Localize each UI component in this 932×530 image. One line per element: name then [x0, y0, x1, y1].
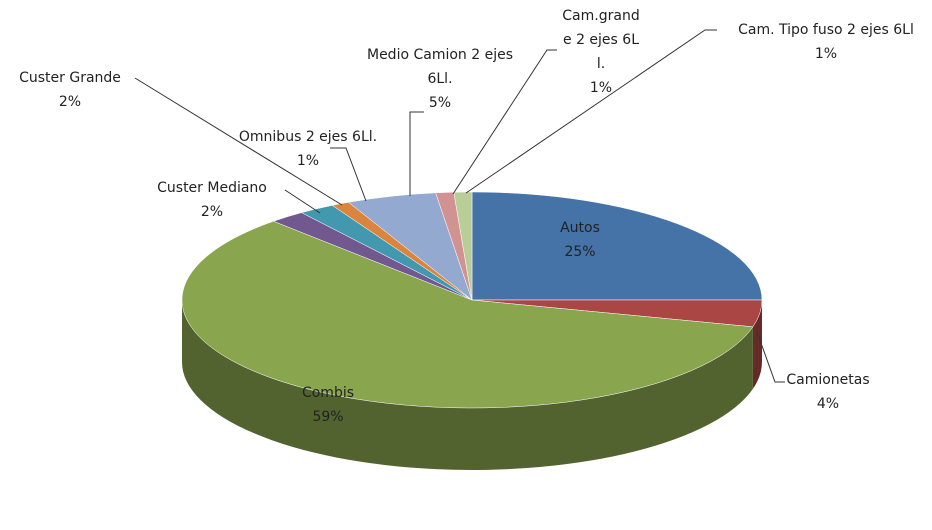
- category-label: Combis: [301, 385, 355, 401]
- leader-line: [134, 77, 343, 206]
- slice-side: [181, 300, 753, 470]
- value-label: 2%: [58, 94, 82, 110]
- data-label: Combis 59%: [302, 381, 354, 429]
- data-label: Omnibus 2 ejes 6Ll. 1%: [208, 125, 408, 173]
- category-label: Cam.grande 2 ejes 6Ll.: [562, 8, 640, 72]
- slice: [181, 221, 754, 409]
- leader-line: [330, 147, 367, 202]
- data-label: Cam.grande 2 ejes 6Ll. 1%: [560, 4, 642, 100]
- category-label: Medio Camion 2 ejes 6Ll.: [366, 47, 514, 87]
- slices: [181, 191, 763, 470]
- data-label: Camionetas 4%: [786, 368, 869, 416]
- data-label: Autos 25%: [560, 216, 600, 264]
- top-faces: [181, 191, 763, 409]
- slice-side: [752, 300, 762, 389]
- data-label: Cam. Tipo fuso 2 ejes 6Ll 1%: [716, 18, 932, 66]
- data-label: Custer Mediano 2%: [132, 176, 292, 224]
- value-label: 5%: [428, 95, 452, 111]
- leader-line: [756, 331, 785, 383]
- value-label: 59%: [312, 409, 344, 425]
- value-label: 1%: [589, 80, 613, 96]
- category-label: Camionetas: [786, 372, 870, 388]
- category-label: Custer Mediano: [157, 180, 267, 196]
- category-label: Cam. Tipo fuso 2 ejes 6Ll: [738, 22, 914, 38]
- leader-line: [409, 111, 424, 196]
- leader-line: [284, 189, 321, 214]
- value-label: 1%: [814, 46, 838, 62]
- data-label: Medio Camion 2 ejes 6Ll. 5%: [353, 43, 528, 115]
- leader-line: [465, 29, 717, 194]
- value-label: 4%: [816, 396, 840, 412]
- data-label: Custer Grande 2%: [0, 66, 140, 114]
- category-label: Custer Grande: [19, 70, 121, 86]
- category-label: Autos: [560, 220, 600, 236]
- leader-line: [452, 49, 557, 195]
- value-label: 25%: [564, 244, 596, 260]
- side-walls: [181, 300, 762, 470]
- category-label: Omnibus 2 ejes 6Ll.: [238, 129, 378, 145]
- leader-lines: [134, 29, 785, 383]
- slice: [471, 191, 763, 301]
- value-label: 1%: [296, 153, 320, 169]
- value-label: 2%: [200, 204, 224, 220]
